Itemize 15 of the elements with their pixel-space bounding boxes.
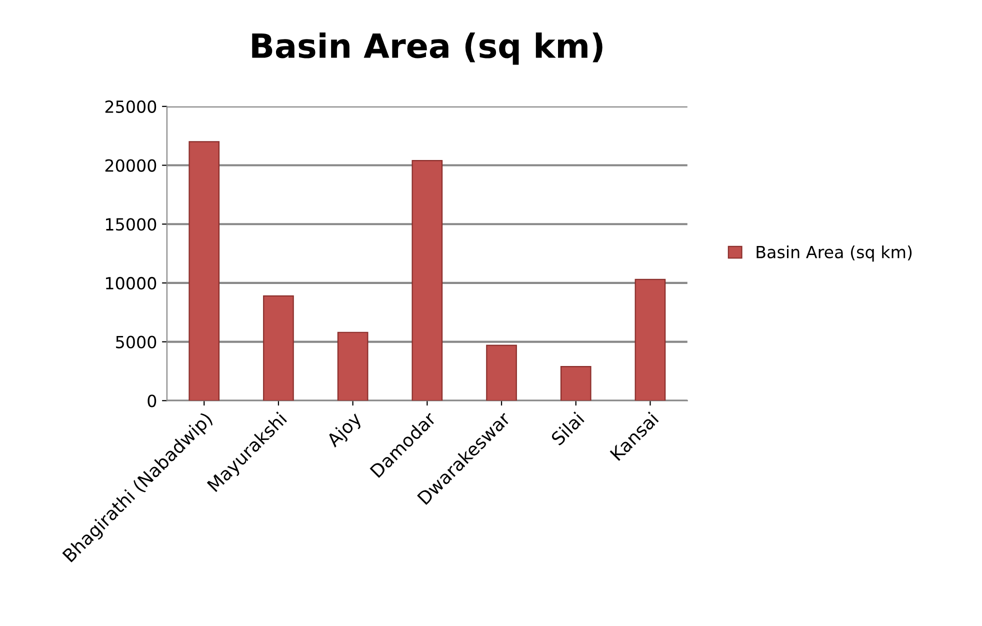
bar [634,278,666,401]
chart-title: Basin Area (sq km) [252,32,602,65]
bar [560,366,592,401]
y-tick-label: 5000 [116,336,156,348]
y-tick-label: 10000 [106,276,156,290]
y-tick-label: 15000 [106,218,156,231]
y-tick-label: 0 [148,394,156,408]
bar [337,332,368,401]
bar [263,295,294,401]
legend-label: Basin Area (sq km) [756,245,912,262]
bar [486,344,517,401]
y-tick-label: 25000 [105,100,156,113]
y-tick-label: 20000 [105,159,156,172]
bar [188,141,220,401]
bar [412,160,443,401]
